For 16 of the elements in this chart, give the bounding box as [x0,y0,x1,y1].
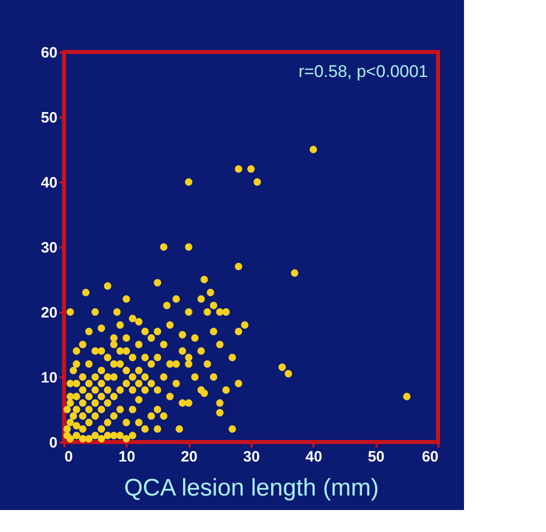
x-tick-label: 30 [243,448,260,466]
x-tick-label: 0 [64,448,73,466]
x-tick-label: 50 [368,448,385,466]
y-tick-label: 30 [40,240,58,256]
x-tick-label: 10 [118,448,136,466]
y-tick-label: 60 [40,44,58,62]
x-tick-label: 60 [422,448,438,466]
x-tick-label: 40 [305,448,322,466]
y-tick-label: 10 [40,370,58,386]
annotation: r=0.58, p<0.0001 [298,62,428,81]
y-tick-label: 20 [40,304,58,322]
x-axis-title: QCA lesion length (mm) [124,474,379,502]
y-tick-label: 0 [49,434,58,452]
y-tick-label: 50 [40,110,58,126]
x-tick-label: 20 [180,448,198,466]
y-tick-label: 40 [40,174,58,192]
